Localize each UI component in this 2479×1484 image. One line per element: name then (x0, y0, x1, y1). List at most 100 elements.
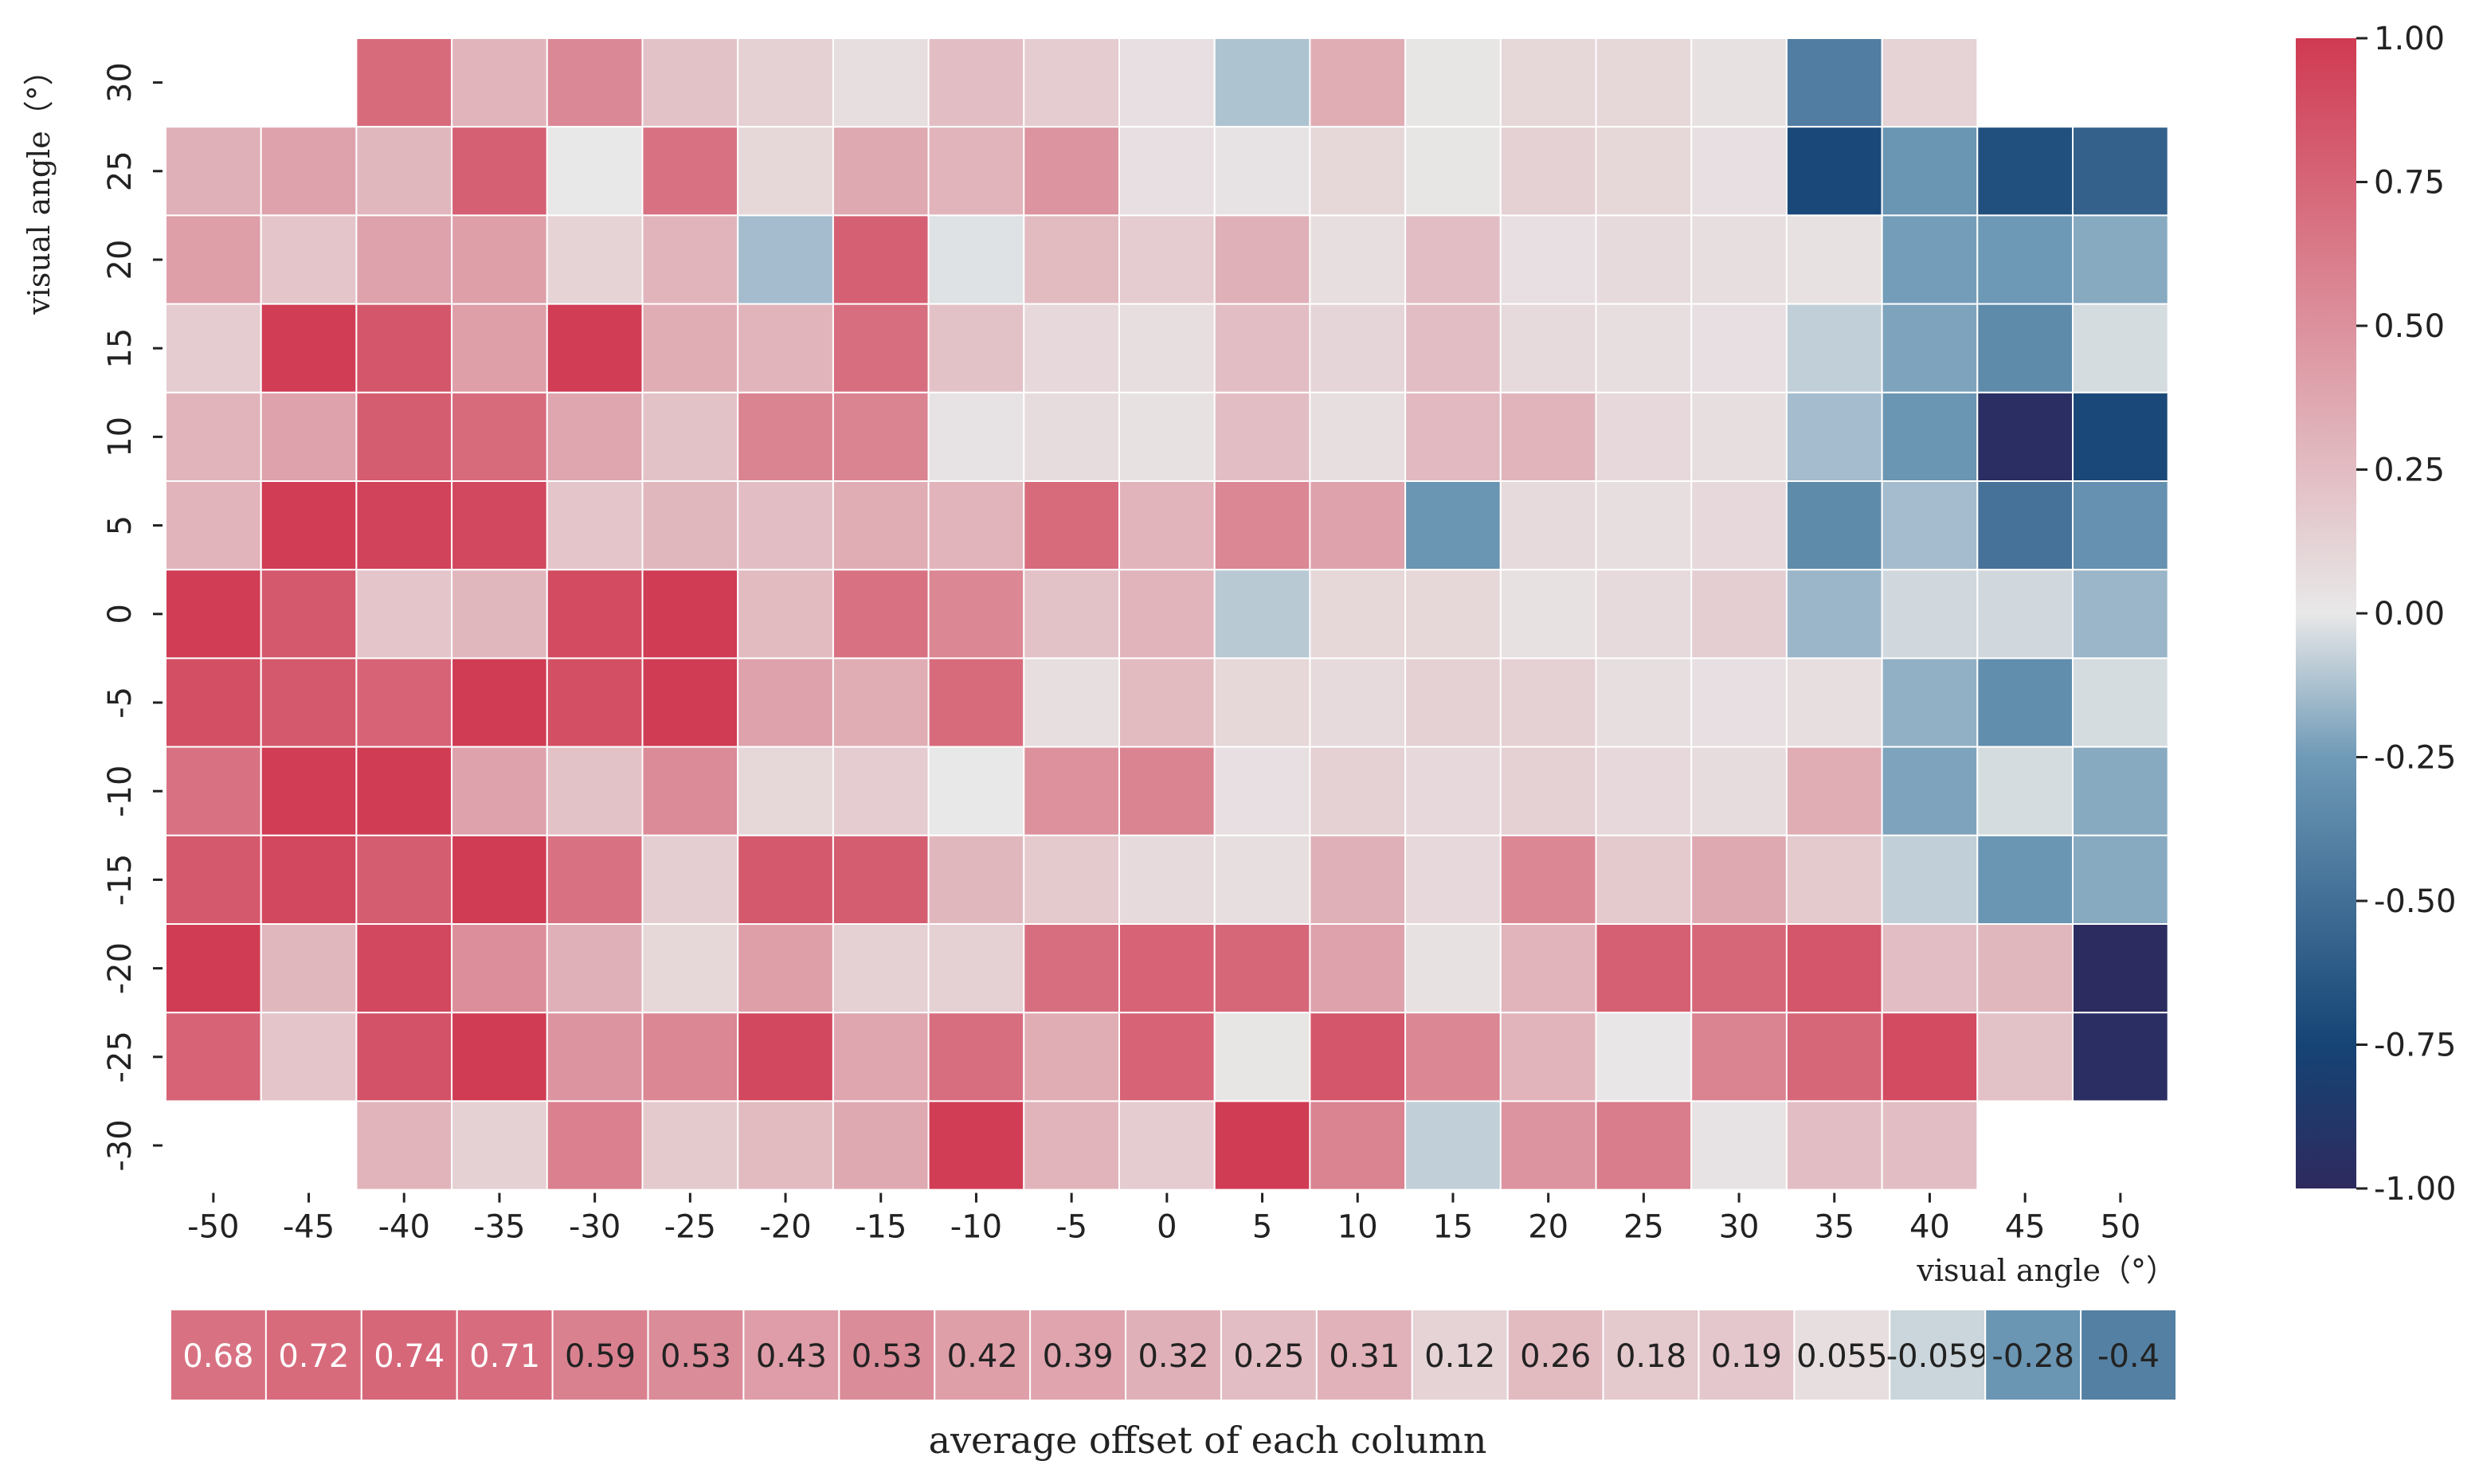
heatmap-cell (2072, 834, 2169, 926)
heatmap-cell (737, 569, 834, 660)
heatmap-cell (1404, 1012, 1502, 1102)
x-tick-label: -10 (950, 1209, 1002, 1246)
heatmap-cell (1785, 834, 1883, 926)
heatmap-cell (1595, 391, 1693, 482)
heatmap-cell (1213, 834, 1311, 926)
average-cell (170, 1309, 267, 1401)
heatmap-cell (1404, 126, 1502, 217)
heatmap-cell (832, 1012, 930, 1102)
heatmap-cell (451, 746, 548, 836)
heatmap-cell (1499, 746, 1597, 836)
heatmap-cell (1499, 1012, 1597, 1102)
heatmap-cell (165, 126, 262, 217)
heatmap-cell (832, 303, 930, 394)
heatmap-cell (1976, 126, 2074, 217)
heatmap-cell (927, 214, 1025, 305)
heatmap-cell (260, 746, 358, 836)
average-cell (934, 1309, 1032, 1401)
heatmap-cell (1785, 303, 1883, 394)
heatmap-cell (1309, 923, 1407, 1014)
heatmap-cell (260, 480, 358, 571)
heatmap-cell (546, 746, 644, 836)
heatmap-cell (1023, 214, 1121, 305)
heatmap-cell (832, 126, 930, 217)
heatmap-cell (1118, 391, 1216, 482)
y-axis: 30 25 20 15 10 5 0 -5 -10 -15 -20 -25 -30 (102, 62, 163, 1172)
heatmap-cell (1404, 657, 1502, 748)
heatmap-cell (451, 657, 548, 748)
x-tick-label: 40 (1909, 1209, 1950, 1246)
heatmap-cell (260, 923, 358, 1014)
heatmap-cell (1309, 303, 1407, 394)
heatmap-cell (641, 657, 739, 748)
heatmap-cell (1690, 1100, 1788, 1191)
heatmap-cell (1499, 834, 1597, 926)
heatmap-cell (1404, 37, 1502, 128)
average-cell (838, 1309, 936, 1401)
x-tick-label: 30 (1719, 1209, 1760, 1246)
average-cell (1793, 1309, 1891, 1401)
heatmap-cell (1976, 480, 2074, 571)
heatmap-cell (165, 303, 262, 394)
y-tick-label: -20 (102, 942, 139, 994)
y-tick-label: -10 (102, 765, 139, 817)
heatmap-cell (1309, 746, 1407, 836)
heatmap-cell (451, 37, 548, 128)
heatmap-cell (1404, 303, 1502, 394)
heatmap-cell (355, 391, 453, 482)
heatmap-cell (1595, 126, 1693, 217)
heatmap-cell (1881, 746, 1979, 836)
heatmap-cell (2072, 391, 2169, 482)
heatmap-cell (1213, 1100, 1311, 1191)
x-tick-label: 25 (1623, 1209, 1664, 1246)
average-cell (1602, 1309, 1700, 1401)
heatmap-cell (546, 1012, 644, 1102)
heatmap-cell (451, 391, 548, 482)
colorbar-tick-label: 0.00 (2374, 596, 2445, 632)
heatmap-cell (451, 126, 548, 217)
x-tick-label: -45 (283, 1209, 335, 1246)
heatmap-cell (355, 923, 453, 1014)
heatmap-cell (2072, 303, 2169, 394)
heatmap-cell (1690, 303, 1788, 394)
heatmap-cell (1309, 480, 1407, 571)
heatmap-cell (546, 391, 644, 482)
heatmap-cell (1023, 569, 1121, 660)
heatmap-cell (1309, 834, 1407, 926)
x-tick-label: -30 (569, 1209, 621, 1246)
heatmap-cell (1404, 480, 1502, 571)
heatmap-cell (1404, 923, 1502, 1014)
heatmap-cell (2072, 569, 2169, 660)
average-value-label: 0.12 (1424, 1338, 1495, 1375)
heatmap-cell (546, 126, 644, 217)
average-row-label: average offset of each column (929, 1419, 1487, 1462)
heatmap-cell (1785, 569, 1883, 660)
average-value-label: 0.71 (469, 1338, 540, 1375)
heatmap-cell (1595, 1012, 1693, 1102)
heatmap-cell (1023, 1100, 1121, 1191)
heatmap-cell (165, 834, 262, 926)
heatmap-cell (1595, 834, 1693, 926)
heatmap-cell (546, 923, 644, 1014)
y-tick-label: 15 (102, 328, 139, 369)
colorbar (2296, 38, 2356, 1188)
heatmap-cell (641, 480, 739, 571)
heatmap-cell (1881, 923, 1979, 1014)
average-cell (360, 1309, 458, 1401)
x-tick-label: 35 (1814, 1209, 1854, 1246)
heatmap-cell (737, 391, 834, 482)
heatmap-cell (1881, 37, 1979, 128)
heatmap-cell (546, 569, 644, 660)
heatmap-cell (1690, 1012, 1788, 1102)
heatmap-cell (1785, 1012, 1883, 1102)
heatmap-cell (1499, 480, 1597, 571)
x-tick-label: 20 (1528, 1209, 1568, 1246)
heatmap-cell (641, 569, 739, 660)
heatmap-cell (1499, 214, 1597, 305)
heatmap-cell (641, 391, 739, 482)
heatmap-cell (1213, 923, 1311, 1014)
heatmap-cell (1595, 1100, 1693, 1191)
heatmap-cell (1404, 834, 1502, 926)
heatmap-cell (1118, 657, 1216, 748)
average-value-label: -0.4 (2097, 1338, 2160, 1375)
